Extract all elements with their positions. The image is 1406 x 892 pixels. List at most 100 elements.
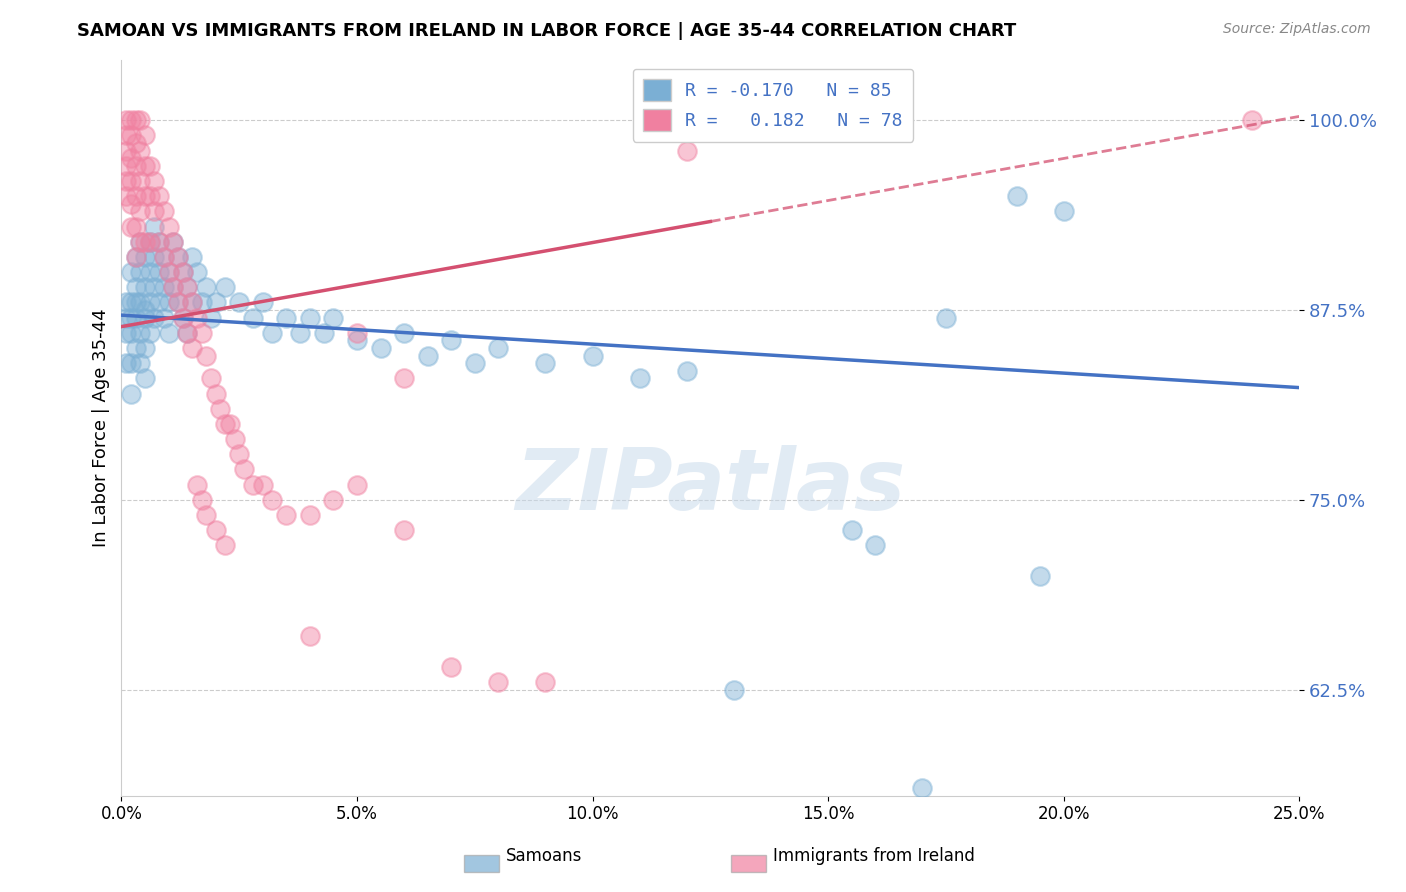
- Point: [129, 326, 152, 340]
- Point: [162, 280, 184, 294]
- Point: [153, 250, 176, 264]
- Point: [120, 326, 142, 340]
- Point: [204, 386, 226, 401]
- Point: [153, 250, 176, 264]
- Point: [124, 113, 146, 128]
- Point: [935, 310, 957, 325]
- Point: [290, 326, 312, 340]
- Point: [214, 538, 236, 552]
- Point: [138, 189, 160, 203]
- Point: [148, 189, 170, 203]
- Point: [138, 265, 160, 279]
- Point: [129, 235, 152, 249]
- Point: [181, 295, 204, 310]
- Point: [464, 356, 486, 370]
- Point: [200, 371, 222, 385]
- Point: [153, 280, 176, 294]
- Point: [190, 295, 212, 310]
- Point: [143, 204, 166, 219]
- Point: [1005, 189, 1028, 203]
- Point: [1029, 568, 1052, 582]
- Point: [172, 310, 194, 325]
- Point: [148, 235, 170, 249]
- Text: Source: ZipAtlas.com: Source: ZipAtlas.com: [1223, 22, 1371, 37]
- Point: [115, 189, 138, 203]
- Point: [214, 280, 236, 294]
- Point: [346, 326, 368, 340]
- Point: [200, 310, 222, 325]
- Point: [153, 310, 176, 325]
- Y-axis label: In Labor Force | Age 35-44: In Labor Force | Age 35-44: [93, 309, 110, 547]
- Point: [176, 280, 198, 294]
- Point: [186, 477, 208, 491]
- Point: [134, 159, 156, 173]
- Point: [276, 310, 298, 325]
- Point: [124, 219, 146, 234]
- Point: [134, 310, 156, 325]
- Point: [218, 417, 240, 431]
- Point: [143, 174, 166, 188]
- Point: [214, 417, 236, 431]
- Point: [172, 265, 194, 279]
- Point: [628, 371, 651, 385]
- Point: [138, 235, 160, 249]
- Point: [1053, 204, 1076, 219]
- Point: [120, 151, 142, 165]
- Point: [157, 265, 180, 279]
- Point: [148, 235, 170, 249]
- Point: [115, 128, 138, 143]
- Point: [486, 674, 509, 689]
- Point: [195, 280, 218, 294]
- Point: [252, 477, 274, 491]
- Point: [190, 326, 212, 340]
- Point: [124, 189, 146, 203]
- Point: [195, 508, 218, 522]
- Point: [322, 492, 344, 507]
- Point: [115, 356, 138, 370]
- Point: [129, 356, 152, 370]
- Point: [148, 265, 170, 279]
- Point: [298, 310, 321, 325]
- Point: [120, 295, 142, 310]
- Point: [172, 310, 194, 325]
- Legend: R = -0.170   N = 85, R =   0.182   N = 78: R = -0.170 N = 85, R = 0.182 N = 78: [633, 69, 914, 142]
- Point: [262, 326, 284, 340]
- Point: [134, 371, 156, 385]
- Point: [209, 401, 232, 416]
- Point: [157, 326, 180, 340]
- Point: [346, 334, 368, 348]
- Point: [167, 295, 190, 310]
- Point: [134, 280, 156, 294]
- Text: Immigrants from Ireland: Immigrants from Ireland: [773, 847, 976, 865]
- Point: [129, 235, 152, 249]
- Point: [392, 326, 415, 340]
- Point: [181, 295, 204, 310]
- Point: [262, 492, 284, 507]
- Point: [162, 235, 184, 249]
- Point: [167, 250, 190, 264]
- Point: [129, 265, 152, 279]
- Point: [440, 659, 463, 673]
- Point: [124, 159, 146, 173]
- Point: [675, 144, 697, 158]
- Point: [276, 508, 298, 522]
- Point: [675, 364, 697, 378]
- Point: [157, 295, 180, 310]
- Text: Samoans: Samoans: [506, 847, 582, 865]
- Point: [134, 128, 156, 143]
- Point: [120, 310, 142, 325]
- Point: [392, 371, 415, 385]
- Point: [322, 310, 344, 325]
- Point: [138, 295, 160, 310]
- Point: [143, 250, 166, 264]
- Point: [416, 349, 439, 363]
- Point: [157, 219, 180, 234]
- Point: [115, 295, 138, 310]
- Point: [176, 326, 198, 340]
- Point: [911, 781, 934, 796]
- Point: [167, 250, 190, 264]
- Point: [143, 280, 166, 294]
- Point: [298, 508, 321, 522]
- Point: [120, 356, 142, 370]
- Point: [134, 250, 156, 264]
